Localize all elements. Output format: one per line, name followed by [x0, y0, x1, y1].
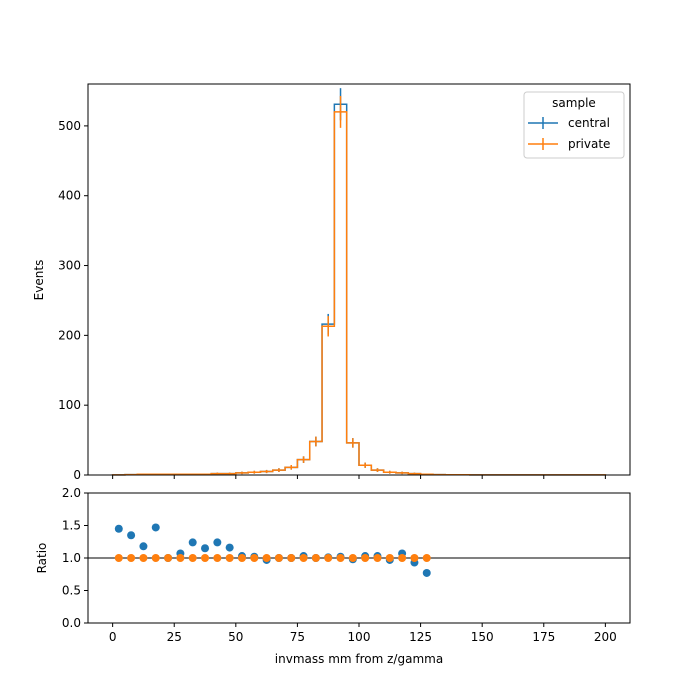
main-ytick-label: 0 [73, 468, 81, 482]
ratio-point-central-7 [201, 544, 210, 553]
ratio-ytick-label: 1.0 [62, 551, 81, 565]
ratio-point-private-5 [176, 554, 185, 562]
ratio-point-private-10 [237, 554, 246, 562]
ratio-point-private-19 [348, 554, 357, 562]
ratio-point-private-17 [324, 554, 333, 562]
main-ytick-label: 400 [58, 189, 81, 203]
ratio-ytick-label: 0.0 [62, 616, 81, 630]
ratio-point-private-1 [127, 554, 136, 562]
main-y-axis-label: Events [32, 260, 46, 301]
xtick-label: 200 [594, 630, 617, 644]
ratio-point-private-18 [336, 554, 345, 562]
xtick-label: 175 [532, 630, 555, 644]
xtick-label: 0 [109, 630, 117, 644]
main-plot-panel: 0 100 200 300 400 500 Events sample central p… [32, 83, 631, 482]
ratio-point-private-6 [188, 554, 197, 562]
legend-entry-central: central [528, 116, 610, 130]
ratio-point-private-3 [151, 554, 160, 562]
ratio-ytick-label: 2.0 [62, 486, 81, 500]
legend-title: sample [552, 96, 596, 110]
xtick-label: 150 [471, 630, 494, 644]
ratio-point-central-9 [225, 543, 234, 552]
ratio-point-private-0 [114, 554, 123, 562]
ratio-point-central-0 [114, 524, 123, 533]
ratio-point-central-25 [422, 568, 431, 577]
main-ytick-label: 500 [58, 119, 81, 133]
ratio-point-private-15 [299, 554, 308, 562]
main-ytick-label: 200 [58, 328, 81, 342]
main-ytick-label: 100 [58, 398, 81, 412]
ratio-point-private-7 [201, 554, 210, 562]
ratio-y-axis-label: Ratio [35, 543, 49, 574]
legend-box [523, 91, 625, 159]
ratio-point-private-25 [422, 554, 431, 562]
ratio-point-private-20 [361, 554, 370, 562]
ratio-point-private-9 [225, 554, 234, 562]
legend-label-central: central [568, 116, 610, 130]
xtick-label: 75 [290, 630, 305, 644]
legend-entry-private: private [528, 137, 610, 151]
ratio-point-private-16 [311, 554, 320, 562]
ratio-point-private-8 [213, 554, 222, 562]
ratio-point-central-1 [127, 531, 136, 540]
xtick-label: 125 [409, 630, 432, 644]
ratio-ytick-label: 0.5 [62, 584, 81, 598]
ratio-point-private-4 [164, 554, 173, 562]
ratio-point-private-24 [410, 554, 419, 562]
ratio-plot-panel: 0.0 0.5 1.0 1.5 2.0 0 25 50 75 100 125 150 175 200 R… [35, 486, 631, 666]
ratio-point-private-14 [287, 554, 296, 562]
main-ytick-label: 300 [58, 259, 81, 273]
ratio-point-private-13 [274, 554, 283, 562]
xtick-label: 25 [167, 630, 182, 644]
xtick-label: 50 [228, 630, 243, 644]
xtick-label: 100 [348, 630, 371, 644]
ratio-point-private-12 [262, 554, 271, 562]
ratio-point-private-21 [373, 554, 382, 562]
ratio-point-central-2 [139, 542, 148, 551]
legend-label-private: private [568, 137, 610, 151]
ratio-series-private [114, 554, 431, 562]
ratio-point-central-6 [188, 538, 197, 547]
ratio-point-private-11 [250, 554, 259, 562]
ratio-ytick-label: 1.5 [62, 519, 81, 533]
x-axis-label: invmass mm from z/gamma [275, 652, 443, 666]
ratio-point-central-8 [213, 538, 222, 547]
legend: sample central private [523, 91, 625, 159]
ratio-point-private-23 [398, 554, 407, 562]
ratio-point-private-2 [139, 554, 148, 562]
ratio-point-central-3 [151, 523, 160, 532]
ratio-point-private-22 [385, 554, 394, 562]
